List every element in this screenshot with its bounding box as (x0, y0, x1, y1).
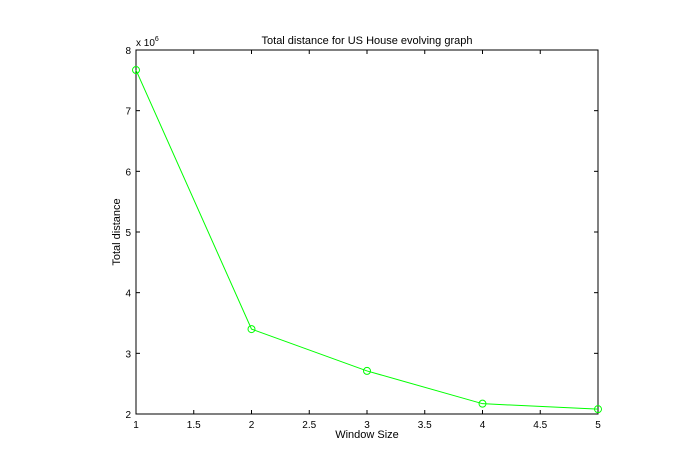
y-tick-label: 6 (125, 167, 131, 178)
y-tick-label: 3 (125, 349, 131, 360)
series-line (135, 69, 599, 410)
x-tick-label: 4.5 (533, 420, 547, 431)
x-tick-label: 3 (364, 420, 370, 431)
y-tick-label: 8 (125, 46, 131, 57)
x-axis-ticks: 1 1.5 2 2.5 3 3.5 4 4.5 5 (133, 50, 601, 431)
data-point (363, 366, 371, 375)
y-axis-multiplier-base: x 10 (136, 38, 155, 49)
x-tick-label: 3.5 (418, 420, 432, 431)
x-tick-label: 1.5 (187, 420, 201, 431)
y-axis-multiplier: x 106 (136, 36, 159, 49)
y-tick-label: 7 (125, 107, 131, 118)
data-point (478, 399, 487, 408)
x-tick-label: 2 (249, 420, 255, 431)
x-tick-label: 4 (480, 420, 486, 431)
y-axis-ticks: 2 3 4 5 6 7 8 (125, 46, 598, 421)
x-tick-label: 1 (133, 420, 139, 431)
y-tick-label: 2 (125, 410, 131, 421)
chart-title: Total distance for US House evolving gra… (262, 35, 473, 47)
data-point (594, 405, 602, 414)
y-axis-multiplier-exponent: 6 (155, 36, 159, 43)
y-axis-label: Total distance (111, 198, 123, 265)
x-tick-label: 2.5 (302, 420, 316, 431)
y-tick-label: 4 (125, 289, 131, 300)
data-point (247, 325, 256, 334)
x-tick-label: 5 (595, 420, 601, 431)
data-point (132, 66, 140, 75)
x-axis-label: Window Size (335, 429, 399, 441)
series-group (132, 66, 602, 414)
y-tick-label: 5 (125, 228, 131, 239)
plot-area (135, 49, 599, 415)
